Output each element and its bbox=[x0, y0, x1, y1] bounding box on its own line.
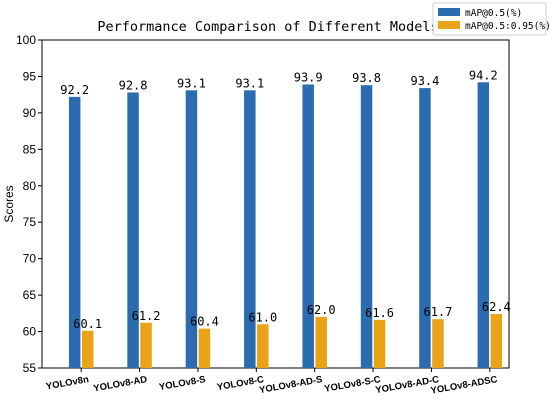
data-label: 93.1 bbox=[235, 76, 264, 90]
plot-frame bbox=[41, 39, 510, 369]
bar-map50 bbox=[302, 84, 314, 368]
y-tick-label: 90 bbox=[23, 106, 37, 120]
data-label: 60.4 bbox=[190, 315, 219, 329]
legend-label: mAP@0.5(%) bbox=[465, 8, 522, 19]
data-label: 93.8 bbox=[352, 71, 381, 85]
y-tick-label: 95 bbox=[23, 69, 37, 83]
data-label: 61.7 bbox=[423, 305, 452, 319]
legend: mAP@0.5(%) mAP@0.5:0.95(%) bbox=[432, 2, 550, 36]
data-label: 60.1 bbox=[73, 317, 102, 331]
data-label: 93.4 bbox=[410, 74, 439, 88]
data-label: 92.2 bbox=[60, 83, 89, 97]
data-label: 61.0 bbox=[248, 310, 277, 324]
legend-swatch bbox=[438, 21, 460, 29]
x-tick-label: YOLOv8n bbox=[45, 374, 90, 392]
bar-map50-95 bbox=[140, 322, 152, 368]
x-tick-label: YOLOv8-AD-S bbox=[258, 374, 323, 396]
bar-map50-95 bbox=[315, 316, 327, 368]
bar-map50 bbox=[419, 88, 431, 369]
x-tick-label: YOLOv8-AD bbox=[93, 374, 149, 394]
x-tick-label: YOLOv8-C bbox=[216, 374, 265, 393]
bar-map50-95 bbox=[257, 324, 269, 368]
chart-title: Performance Comparison of Different Mode… bbox=[97, 19, 438, 35]
bar-map50 bbox=[244, 90, 256, 368]
data-label: 62.0 bbox=[307, 303, 336, 317]
y-tick-label: 60 bbox=[23, 325, 37, 339]
legend-swatch bbox=[438, 8, 460, 16]
y-tick-label: 55 bbox=[23, 361, 37, 375]
bar-map50 bbox=[360, 85, 373, 369]
data-label: 94.2 bbox=[469, 68, 498, 82]
y-tick-label: 75 bbox=[23, 215, 37, 229]
x-tick-label: YOLOv8-S bbox=[158, 374, 206, 393]
bar-map50-95 bbox=[198, 328, 211, 368]
bar-map50-95 bbox=[490, 314, 503, 368]
bar-map50-95 bbox=[81, 330, 94, 368]
bar-map50 bbox=[68, 96, 81, 368]
data-label: 93.1 bbox=[177, 76, 206, 90]
x-tick-label: YOLOv8-ADSC bbox=[430, 374, 499, 397]
bar-map50-95 bbox=[432, 319, 444, 368]
legend-box bbox=[432, 2, 547, 36]
y-tick-label: 100 bbox=[16, 33, 36, 47]
y-tick-label: 80 bbox=[23, 179, 37, 193]
x-tick-label: YOLOv8-S-C bbox=[324, 374, 382, 395]
y-axis-label: Scores bbox=[2, 185, 16, 222]
bar-map50 bbox=[127, 92, 139, 368]
data-label: 92.8 bbox=[119, 78, 148, 92]
data-label: 62.4 bbox=[482, 300, 511, 314]
data-label: 61.6 bbox=[365, 306, 394, 320]
data-label: 61.2 bbox=[132, 309, 161, 323]
plot-area: 55 60 65 70 75 80 85 90 95 100 92.2 60.1 YOLOv8n 92.8… bbox=[16, 33, 511, 397]
y-tick-label: 70 bbox=[23, 252, 37, 266]
legend-label: mAP@0.5:0.95(%) bbox=[465, 21, 550, 32]
data-label: 93.9 bbox=[294, 70, 323, 84]
bar-map50 bbox=[477, 82, 490, 368]
bar-map50-95 bbox=[373, 319, 386, 368]
y-tick-label: 85 bbox=[23, 142, 37, 156]
bar-map50 bbox=[185, 90, 198, 368]
y-tick-label: 65 bbox=[23, 288, 37, 302]
